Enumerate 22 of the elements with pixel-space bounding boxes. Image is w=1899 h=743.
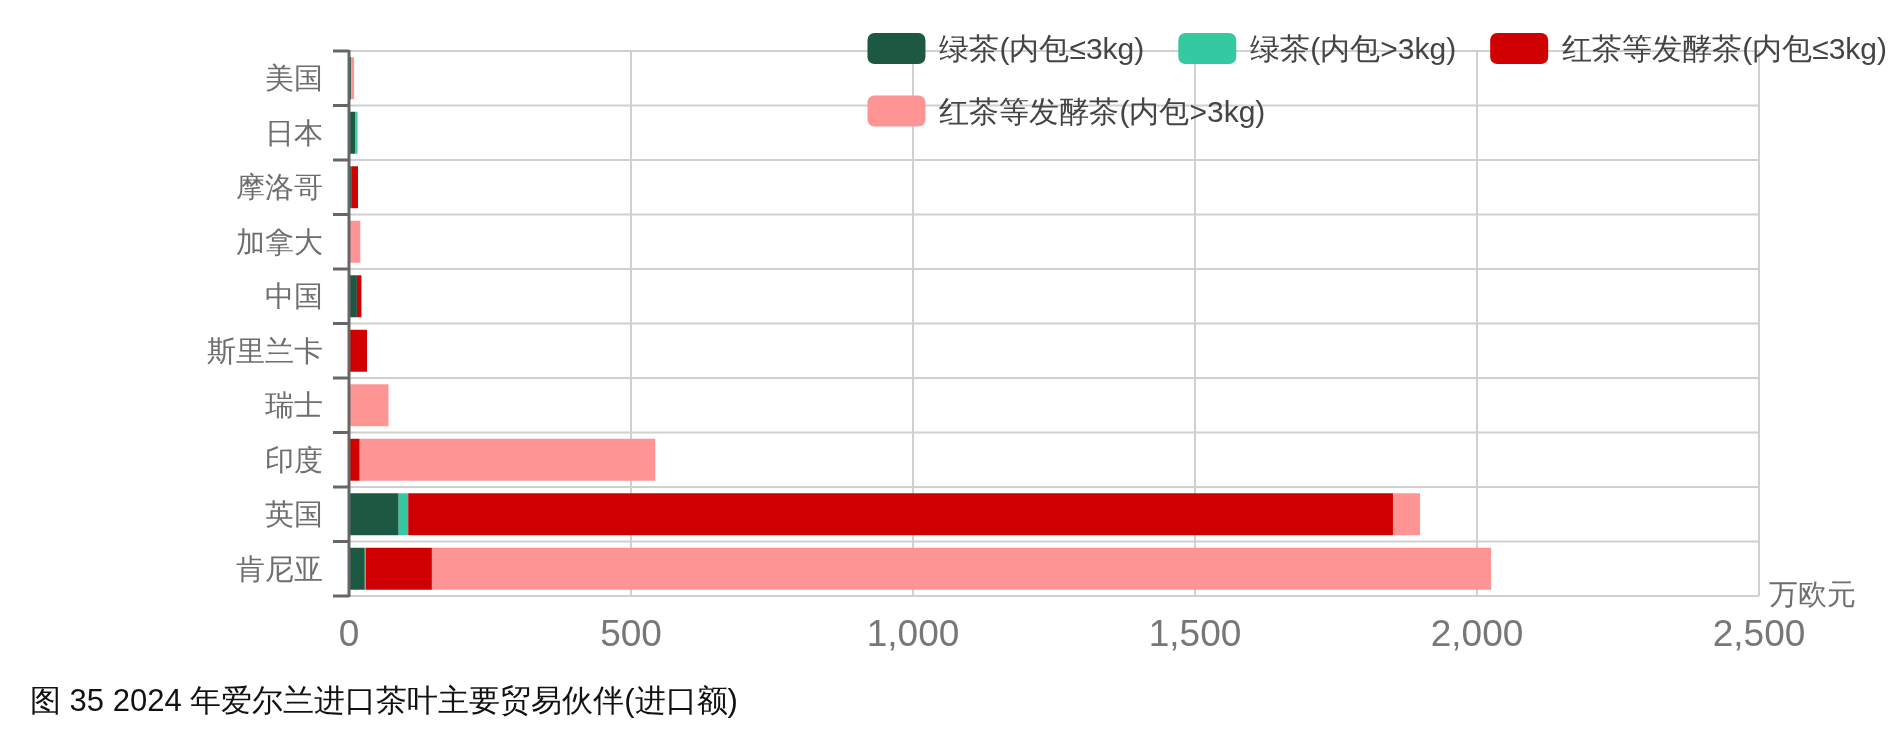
x-tick-label: 1,000 [866,613,960,654]
y-tick-label: 中国 [265,280,323,313]
x-tick-label: 0 [338,613,360,654]
x-tick-label: 2,500 [1712,613,1806,654]
y-tick-label: 斯里兰卡 [207,334,323,367]
legend-label: 绿茶(内包>3kg) [1250,32,1457,65]
x-axis-title: 万欧元 [1769,578,1856,610]
y-tick-label: 印度 [265,443,323,476]
y-tick-label: 瑞士 [265,389,323,422]
legend-label: 红茶等发酵茶(内包≤3kg) [1562,32,1887,65]
legend-label: 红茶等发酵茶(内包>3kg) [939,94,1266,128]
text: 图 35 2024 年爱尔兰进口茶叶主要贸易伙伴(进口额) [30,683,738,718]
legend-label: 绿茶(内包≤3kg) [939,32,1145,65]
x-tick-label: 2,000 [1430,613,1524,654]
y-tick-label: 加拿大 [236,225,323,258]
x-tick-label: 500 [600,613,662,654]
y-tick-label: 英国 [265,498,323,531]
y-tick-label: 日本 [265,116,323,149]
x-tick-label: 1,500 [1148,613,1242,654]
y-tick-label: 美国 [265,62,323,95]
y-tick-label: 肯尼亚 [236,552,323,585]
y-tick-label: 摩洛哥 [236,171,323,204]
